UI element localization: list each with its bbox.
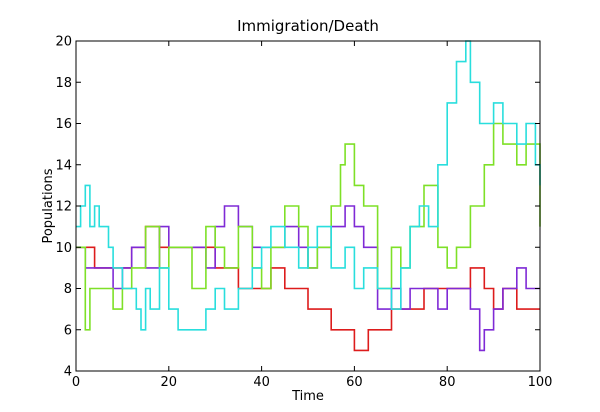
x-tick-label: 20 — [161, 375, 178, 390]
x-tick-label: 100 — [528, 375, 553, 390]
y-tick-label: 12 — [55, 200, 72, 215]
chart-title: Immigration/Death — [237, 17, 379, 35]
y-tick-label: 10 — [55, 241, 72, 256]
x-tick-label: 40 — [253, 375, 270, 390]
x-axis-ticks: 0 20 40 60 80 100 — [72, 41, 553, 390]
y-axis-label: Populations — [41, 168, 56, 243]
y-tick-label: 8 — [64, 282, 72, 297]
series-line-4 — [76, 40, 541, 331]
y-tick-label: 4 — [64, 365, 72, 380]
y-tick-label: 16 — [55, 117, 72, 132]
y-axis-ticks: 4 6 8 10 12 14 16 18 20 — [55, 35, 540, 380]
x-axis-label: Time — [291, 389, 324, 404]
series-layer — [76, 40, 541, 352]
y-tick-label: 6 — [64, 323, 72, 338]
y-tick-label: 14 — [55, 158, 72, 173]
y-tick-label: 20 — [55, 35, 72, 50]
y-tick-label: 18 — [55, 76, 72, 91]
x-tick-label: 80 — [439, 375, 456, 390]
x-tick-label: 0 — [72, 375, 80, 390]
series-line-3 — [76, 122, 541, 331]
x-tick-label: 60 — [346, 375, 363, 390]
